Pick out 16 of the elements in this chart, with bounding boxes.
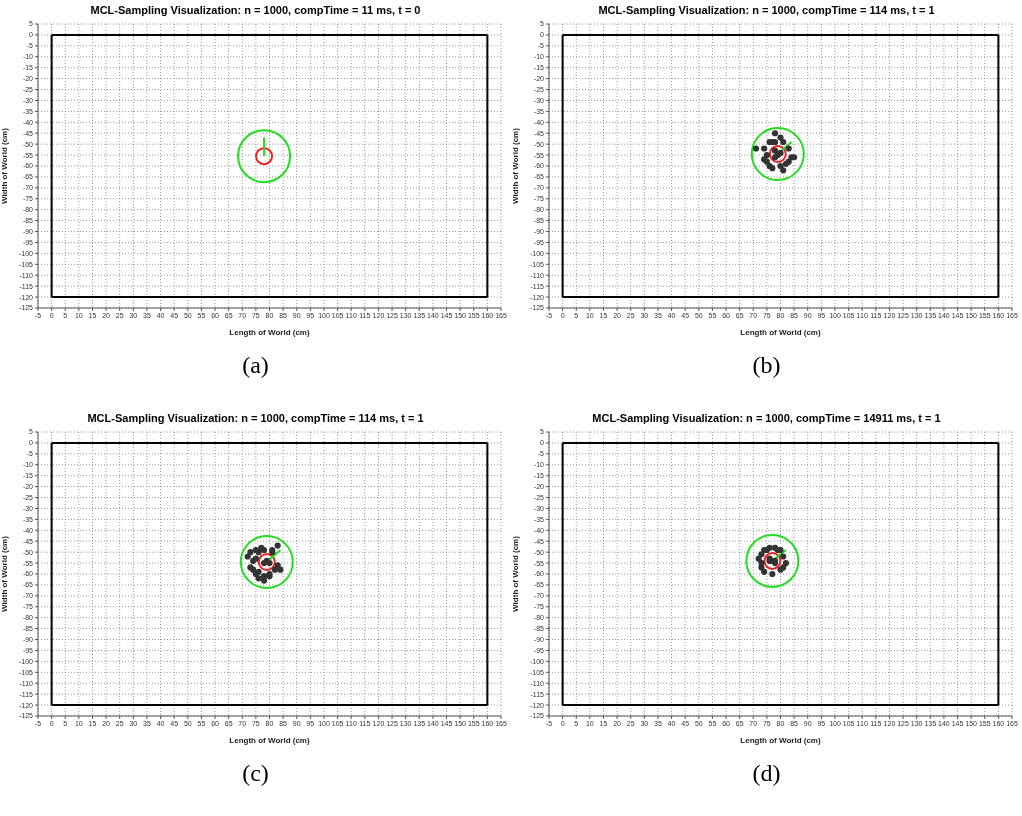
x-axis-title: Length of World (cm) bbox=[740, 328, 821, 337]
chart-title: MCL-Sampling Visualization: n = 1000, compTime = 14911 ms, t = 1 bbox=[592, 412, 941, 426]
y-axis-title: Width of World (cm) bbox=[510, 127, 520, 204]
chart-title: MCL-Sampling Visualization: n = 1000, compTime = 114 ms, t = 1 bbox=[598, 4, 935, 18]
x-axis-title: Length of World (cm) bbox=[740, 736, 821, 745]
y-axis-title: Width of World (cm) bbox=[510, 535, 520, 612]
y-axis-title: Width of World (cm) bbox=[0, 535, 9, 612]
text: (b) bbox=[752, 352, 781, 379]
chart-title: MCL-Sampling Visualization: n = 1000, compTime = 114 ms, t = 1 bbox=[87, 412, 424, 426]
text: (c) bbox=[242, 760, 269, 787]
x-axis-title: Length of World (cm) bbox=[229, 736, 310, 745]
text: (d) bbox=[752, 760, 781, 787]
x-axis-title: Length of World (cm) bbox=[229, 328, 310, 337]
text: (a) bbox=[242, 352, 269, 379]
chart-title: MCL-Sampling Visualization: n = 1000, compTime = 11 ms, t = 0 bbox=[90, 4, 421, 18]
y-axis-title: Width of World (cm) bbox=[0, 127, 9, 204]
